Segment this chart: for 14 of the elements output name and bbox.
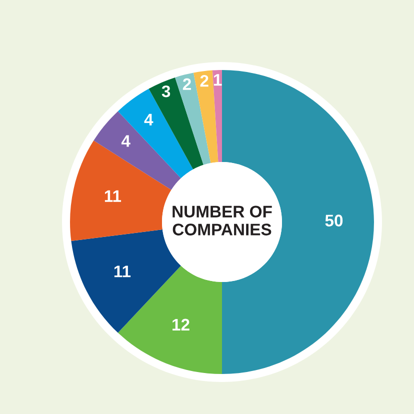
data-label: 11 (114, 266, 131, 278)
data-label: 4 (121, 135, 130, 147)
data-label: 4 (144, 114, 154, 126)
data-label: 50 (325, 214, 343, 226)
donut-slice (212, 70, 222, 162)
data-label: 12 (172, 318, 190, 330)
data-label: 2 (200, 74, 208, 87)
data-label: 1 (214, 74, 222, 86)
data-label: 11 (104, 190, 122, 202)
donut-slice (175, 72, 211, 165)
data-label: 2 (182, 78, 191, 90)
data-label: 3 (162, 85, 170, 98)
donut-slice (94, 111, 181, 190)
text: NUMBER OF COMPANIES (172, 206, 272, 236)
